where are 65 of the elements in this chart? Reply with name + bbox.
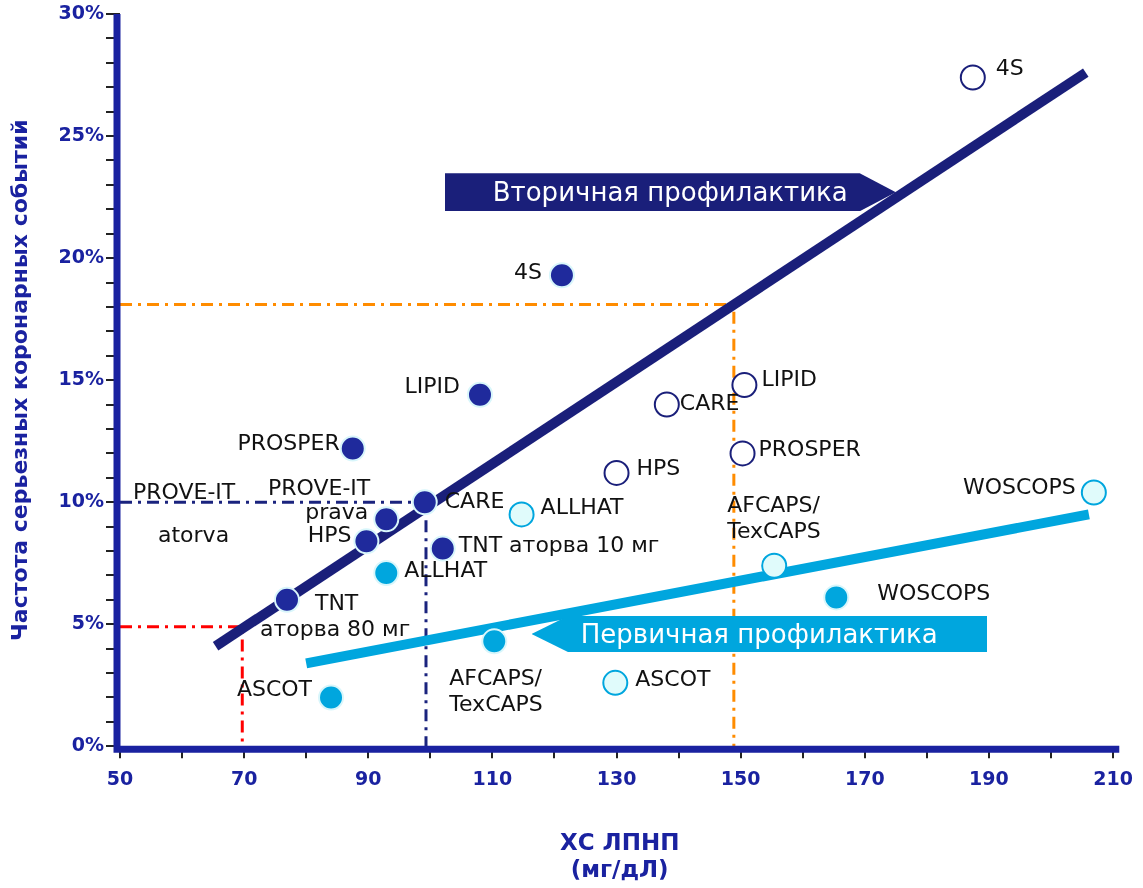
point	[548, 262, 575, 289]
annotation: аторва 80 мг	[259, 615, 411, 641]
annotation: ASCOT	[635, 665, 711, 691]
annotation: WOSCOPS	[962, 474, 1076, 500]
y-tick-label: 20%	[58, 245, 104, 268]
annotation: TNT аторва 10 мг	[457, 532, 660, 558]
point	[508, 501, 535, 528]
point	[653, 391, 680, 418]
annotation: ALLHAT	[404, 556, 488, 582]
y-tick-label: 10%	[58, 489, 104, 512]
annotation: 4S	[995, 55, 1024, 81]
annotation: LIPID	[404, 372, 460, 398]
annotation: PROVE-IT	[133, 478, 236, 504]
y-tick-label: 25%	[58, 122, 104, 145]
point	[603, 459, 630, 486]
annotation: WOSCOPS	[877, 580, 991, 606]
point	[729, 440, 756, 467]
point	[1080, 479, 1107, 506]
point	[761, 552, 788, 579]
annotation: TexCAPS	[726, 518, 821, 544]
x-tick-label: 190	[969, 766, 1009, 789]
arrow-banner: Вторичная профилактика	[444, 173, 896, 212]
point	[353, 528, 380, 555]
annotation: PROSPER	[758, 436, 861, 462]
point	[466, 381, 493, 408]
annotation: AFCAPS/	[449, 665, 543, 691]
annotation: PROVE-IT	[267, 475, 371, 501]
annotation: prava	[305, 499, 369, 525]
point	[273, 586, 300, 613]
y-tick-label: 0%	[71, 733, 104, 756]
annotation: CARE	[444, 487, 505, 513]
x-tick-label: 90	[355, 766, 382, 789]
annotation: CARE	[679, 390, 740, 416]
annotation: ALLHAT	[540, 494, 625, 520]
x-tick-label: 170	[844, 766, 885, 789]
y-tick-label: 5%	[71, 611, 104, 634]
x-tick-label: 70	[230, 766, 258, 789]
point	[411, 489, 438, 516]
annotation: LIPID	[761, 365, 817, 391]
point	[373, 506, 400, 533]
annotation: TNT	[313, 589, 359, 615]
point	[429, 535, 456, 562]
point	[602, 669, 629, 696]
point	[339, 435, 366, 462]
x-tick-label: 110	[472, 766, 513, 789]
annotation: atorva	[158, 521, 230, 547]
y-axis-title: Частота серьезных коронарных событий	[6, 119, 32, 641]
point	[481, 628, 508, 655]
annotation: PROSPER	[237, 430, 340, 456]
annotation: TexCAPS	[448, 691, 543, 717]
x-tick-label: 150	[720, 766, 761, 789]
point	[959, 64, 986, 91]
point	[373, 559, 400, 586]
point	[823, 584, 850, 611]
point	[318, 684, 345, 711]
x-axis-title: ХС ЛПНП (мг/дЛ)	[559, 829, 680, 882]
y-tick-label: 30%	[58, 0, 104, 23]
annotation: ASCOT	[236, 676, 313, 702]
annotation: 4S	[513, 258, 542, 284]
arrow-banner: Первичная профилактика	[531, 616, 988, 652]
x-tick-label: 50	[106, 766, 134, 789]
x-tick-label: 210	[1093, 766, 1133, 789]
y-tick-label: 15%	[58, 367, 104, 390]
annotation: HPS	[636, 454, 681, 480]
x-tick-label: 130	[596, 766, 637, 789]
